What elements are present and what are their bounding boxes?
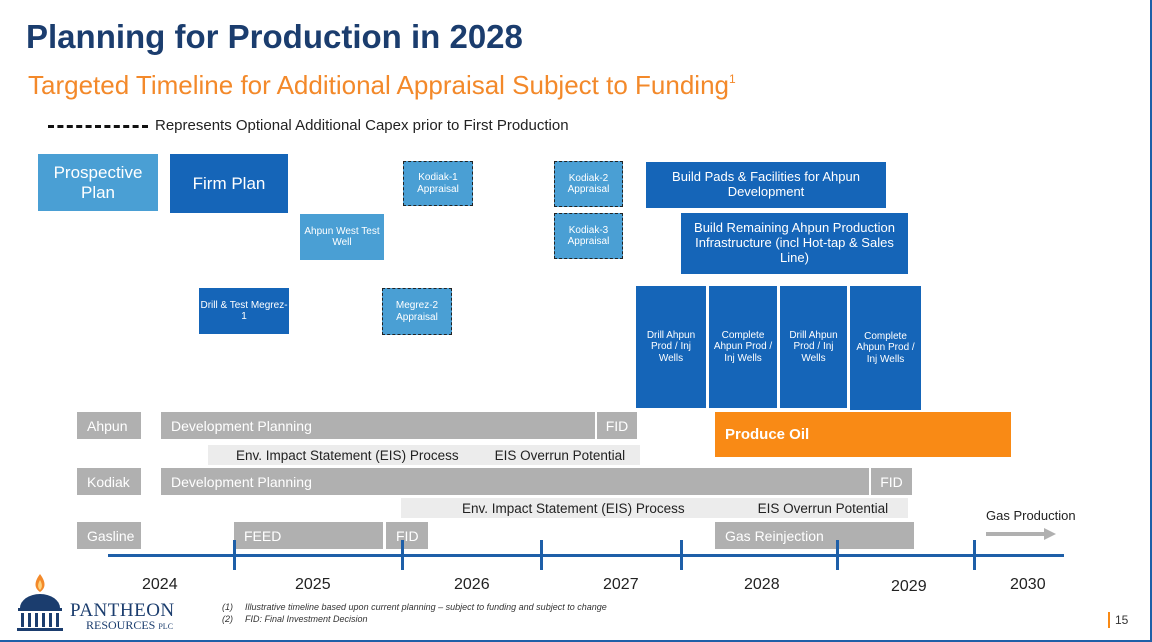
axis-tick <box>973 540 976 570</box>
gas-reinjection-bar: Gas Reinjection <box>715 522 914 549</box>
ahpun-eis-label: Env. Impact Statement (EIS) Process <box>236 447 459 463</box>
page-number: 15 <box>1108 612 1128 628</box>
gasline-fid-bar: FID <box>386 522 428 549</box>
footnote-1-number: (1) <box>222 602 233 612</box>
company-plc: PLC <box>158 622 174 631</box>
firm-plan-box: Firm Plan <box>170 154 288 213</box>
year-label: 2025 <box>295 576 331 593</box>
megrez-2-appraisal-box: Megrez-2 Appraisal <box>382 288 452 335</box>
drill-ahpun-wells-box-1: Drill Ahpun Prod / Inj Wells <box>636 286 706 408</box>
ahpun-eis-overrun-label: EIS Overrun Potential <box>494 447 626 463</box>
axis-tick <box>401 540 404 570</box>
company-name: PANTHEON <box>70 600 175 621</box>
year-label: 2024 <box>142 576 178 593</box>
axis-tick <box>680 540 683 570</box>
ahpun-fid-bar: FID <box>597 412 637 439</box>
footnote-2-text: FID: Final Investment Decision <box>245 614 368 624</box>
kodiak-1-appraisal-box: Kodiak-1 Appraisal <box>403 161 473 206</box>
page-title: Planning for Production in 2028 <box>26 18 523 55</box>
timeline-axis <box>108 554 1064 557</box>
gasline-row-label: Gasline <box>77 522 141 549</box>
pantheon-logo-icon <box>17 574 63 631</box>
footnote-2: (2) FID: Final Investment Decision <box>222 614 368 624</box>
kodiak-development-planning-bar: Development Planning <box>161 468 869 495</box>
year-label: 2029 <box>891 578 927 595</box>
year-label: 2027 <box>603 576 639 593</box>
kodiak-3-appraisal-box: Kodiak-3 Appraisal <box>554 213 623 259</box>
year-label: 2030 <box>1010 576 1046 593</box>
kodiak-eis-overrun-label: EIS Overrun Potential <box>757 500 889 516</box>
footnote-1-text: Illustrative timeline based upon current… <box>245 602 607 612</box>
complete-ahpun-wells-box-1: Complete Ahpun Prod / Inj Wells <box>709 286 777 408</box>
subtitle-text: Targeted Timeline for Additional Apprais… <box>28 70 729 100</box>
build-pads-facilities-box: Build Pads & Facilities for Ahpun Develo… <box>646 162 886 208</box>
ahpun-row-label: Ahpun <box>77 412 141 439</box>
axis-tick <box>836 540 839 570</box>
gasline-feed-bar: FEED <box>234 522 383 549</box>
legend-dashed-line <box>48 125 148 128</box>
gas-production-arrow-icon <box>986 528 1056 540</box>
kodiak-2-appraisal-box: Kodiak-2 Appraisal <box>554 161 623 207</box>
ahpun-development-planning-bar: Development Planning <box>161 412 595 439</box>
ahpun-west-test-well-box: Ahpun West Test Well <box>300 214 384 260</box>
build-remaining-infrastructure-box: Build Remaining Ahpun Production Infrast… <box>681 213 908 274</box>
drill-test-megrez-box: Drill & Test Megrez-1 <box>199 288 289 334</box>
kodiak-eis-label: Env. Impact Statement (EIS) Process <box>462 500 685 516</box>
axis-tick <box>540 540 543 570</box>
gas-production-label: Gas Production <box>986 508 1076 523</box>
kodiak-row-label: Kodiak <box>77 468 141 495</box>
prospective-plan-box: Prospective Plan <box>38 154 158 211</box>
ahpun-eis-bar: Env. Impact Statement (EIS) Process EIS … <box>208 445 640 465</box>
kodiak-eis-bar: Env. Impact Statement (EIS) Process EIS … <box>401 498 908 518</box>
drill-ahpun-wells-box-2: Drill Ahpun Prod / Inj Wells <box>780 286 847 408</box>
footnote-2-number: (2) <box>222 614 233 624</box>
produce-oil-bar: Produce Oil <box>715 412 1011 457</box>
complete-ahpun-wells-box-2: Complete Ahpun Prod / Inj Wells <box>850 286 921 410</box>
company-resources: RESOURCES <box>86 618 156 632</box>
year-label: 2026 <box>454 576 490 593</box>
legend-text: Represents Optional Additional Capex pri… <box>155 117 569 134</box>
kodiak-fid-bar: FID <box>871 468 912 495</box>
year-label: 2028 <box>744 576 780 593</box>
company-subtitle: RESOURCES PLC <box>86 618 173 633</box>
footnote-1: (1) Illustrative timeline based upon curr… <box>222 602 607 612</box>
axis-tick <box>233 540 236 570</box>
subtitle-footnote-mark: 1 <box>728 72 736 86</box>
page-subtitle: Targeted Timeline for Additional Apprais… <box>28 70 736 101</box>
